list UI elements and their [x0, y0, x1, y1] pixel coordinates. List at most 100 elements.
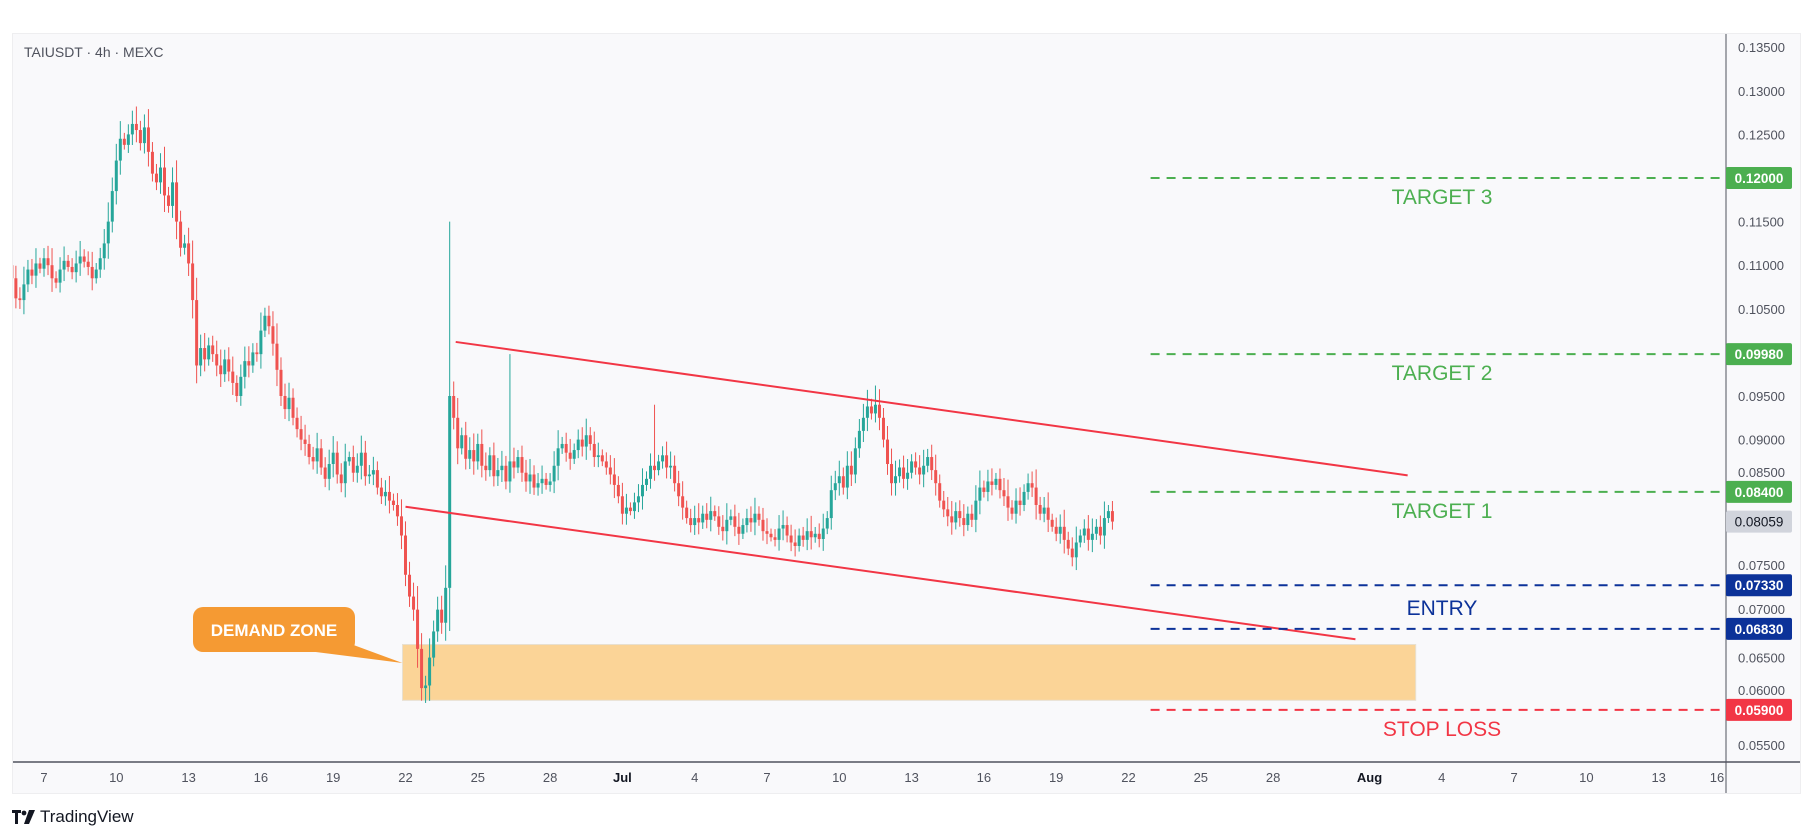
candle-body [898, 467, 902, 477]
candle-body [26, 269, 30, 285]
candle-body [1002, 490, 1006, 497]
candle-body [592, 443, 596, 458]
plot-area[interactable]: TARGET 3 TARGET 2 TARGET 1 STOP LOSS ENTRY [10, 106, 1726, 741]
candle-body [576, 439, 580, 451]
candle-body [1078, 535, 1082, 543]
candle-body [1038, 505, 1042, 514]
candle-body [910, 461, 914, 473]
candle-body [436, 609, 440, 632]
candle-body [215, 354, 219, 366]
candle-body [797, 535, 801, 546]
candle-body [150, 151, 154, 174]
tradingview-logo[interactable]: TradingView [12, 807, 134, 827]
candle-body [781, 525, 785, 529]
candle-body [34, 263, 38, 276]
entry-price-badge [1726, 617, 1792, 640]
candle-body [512, 461, 516, 468]
candle-body [620, 496, 624, 514]
candle-body [464, 435, 468, 459]
candle-body [158, 167, 162, 183]
time-tick-label: Jul [613, 770, 632, 785]
candle-body [717, 516, 721, 527]
candle-body [580, 439, 584, 447]
time-tick-label: 7 [1510, 770, 1517, 785]
candle-body [769, 533, 773, 538]
candle-body [914, 461, 918, 468]
time-tick-label: 25 [1194, 770, 1208, 785]
candle-body [982, 487, 986, 492]
candle-body [1082, 528, 1086, 536]
candle-body [46, 258, 50, 266]
candle-body [275, 343, 279, 370]
candle-body [395, 505, 399, 517]
time-tick-label: 19 [1049, 770, 1063, 785]
time-tick-label: 4 [1438, 770, 1445, 785]
candle-body [737, 526, 741, 534]
price-tick-label: 0.11000 [1738, 258, 1784, 273]
candle-body [986, 481, 990, 492]
candle-body [886, 439, 889, 465]
candle-body [524, 472, 528, 482]
candle-body [777, 528, 781, 540]
candle-body [661, 455, 665, 462]
candle-body [741, 525, 745, 534]
candle-body [102, 243, 106, 259]
candle-body [387, 491, 391, 501]
stop-price-badge [1726, 698, 1792, 721]
time-tick-label: 13 [181, 770, 195, 785]
candle-body [789, 535, 793, 543]
candle-body [263, 315, 267, 331]
price-tick-label: 0.07500 [1738, 558, 1785, 573]
candle-body [22, 284, 26, 301]
candle-body [476, 443, 480, 462]
candle-body [142, 127, 146, 144]
candle-body [918, 467, 922, 475]
candle-body [942, 500, 946, 510]
target-level-label: TARGET 1 [1392, 500, 1493, 523]
candle-body [420, 648, 424, 689]
candle-body [853, 448, 857, 475]
candle-body [926, 457, 930, 466]
price-tick-label: 0.09000 [1738, 433, 1785, 448]
candle-body [146, 127, 150, 152]
candle-body [685, 507, 689, 519]
candle-body [596, 455, 600, 458]
candle-body [709, 511, 713, 520]
time-tick-label: 10 [109, 770, 123, 785]
candle-body [753, 513, 757, 523]
candle-body [167, 195, 171, 206]
price-tick-label: 0.09500 [1738, 389, 1785, 404]
candle-body [199, 348, 203, 366]
candle-body [359, 452, 363, 466]
candle-body [757, 513, 761, 520]
candle-body [331, 452, 335, 465]
candle-body [713, 511, 717, 517]
candle-body [404, 535, 407, 575]
candle-body [468, 450, 472, 459]
candle-body [809, 531, 813, 538]
entry-price-badge-text: 0.07330 [1735, 578, 1784, 593]
candle-body [673, 465, 677, 484]
demand-zone-label: DEMAND ZONE [211, 621, 338, 640]
candle-body [785, 525, 789, 536]
candle-body [990, 481, 994, 485]
candle-body [869, 406, 873, 414]
candle-body [130, 123, 134, 135]
candle-body [556, 448, 560, 466]
candle-body [154, 173, 158, 183]
candle-body [765, 531, 769, 534]
candle-body [371, 470, 375, 475]
candle-body [612, 474, 616, 485]
candle-body [391, 500, 395, 505]
candle-body [42, 258, 46, 269]
candle-body [544, 478, 548, 485]
candle-body [560, 443, 564, 449]
candle-body [138, 130, 142, 144]
candle-body [448, 396, 452, 588]
tradingview-icon [12, 810, 35, 824]
time-tick-label: 28 [543, 770, 557, 785]
candle-body [934, 470, 938, 484]
candle-body [572, 450, 576, 459]
candle-body [1102, 518, 1106, 536]
